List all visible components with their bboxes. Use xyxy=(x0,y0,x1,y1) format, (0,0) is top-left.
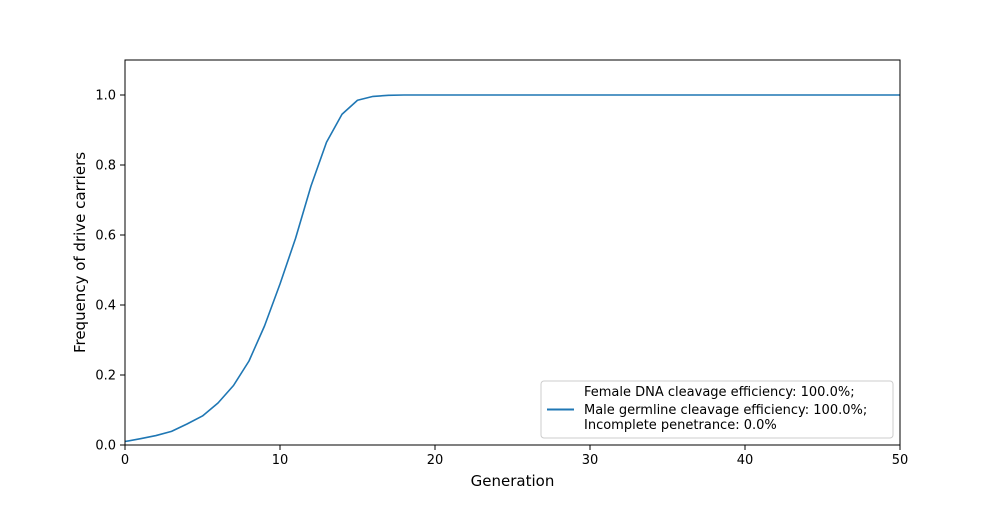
x-axis-label: Generation xyxy=(471,472,555,490)
y-tick-label: 0.8 xyxy=(95,159,116,174)
series-line-0 xyxy=(124,94,900,443)
legend: Female DNA cleavage efficiency: 100.0%; … xyxy=(540,380,894,439)
x-tick-label: 10 xyxy=(272,453,289,468)
y-tick-label: 1.0 xyxy=(95,89,116,104)
x-tick-label: 50 xyxy=(892,453,909,468)
legend-box xyxy=(540,380,894,439)
x-tick-label: 40 xyxy=(737,453,754,468)
y-tick-label: 0.6 xyxy=(95,229,116,244)
x-tick-label: 0 xyxy=(121,453,129,468)
legend-entry-line-2: Male germline cleavage efficiency: 100.0… xyxy=(584,403,867,418)
x-tick-label: 30 xyxy=(582,453,599,468)
series-layer xyxy=(124,94,900,443)
y-tick-label: 0.4 xyxy=(95,299,116,314)
legend-entry-line-1: Female DNA cleavage efficiency: 100.0%; xyxy=(584,385,855,400)
y-tick-label: 0.2 xyxy=(95,369,116,384)
x-tick-label: 20 xyxy=(427,453,444,468)
legend-entry-line-3: Incomplete penetrance: 0.0% xyxy=(584,418,777,433)
y-tick-label: 0.0 xyxy=(95,439,116,454)
plot-frame xyxy=(124,59,901,446)
y-axis-label: Frequency of drive carriers xyxy=(71,152,89,353)
ticks-layer: 0 10 20 30 40 50 0.0 0.2 0.4 0.6 0.8 1.0 xyxy=(95,89,908,469)
